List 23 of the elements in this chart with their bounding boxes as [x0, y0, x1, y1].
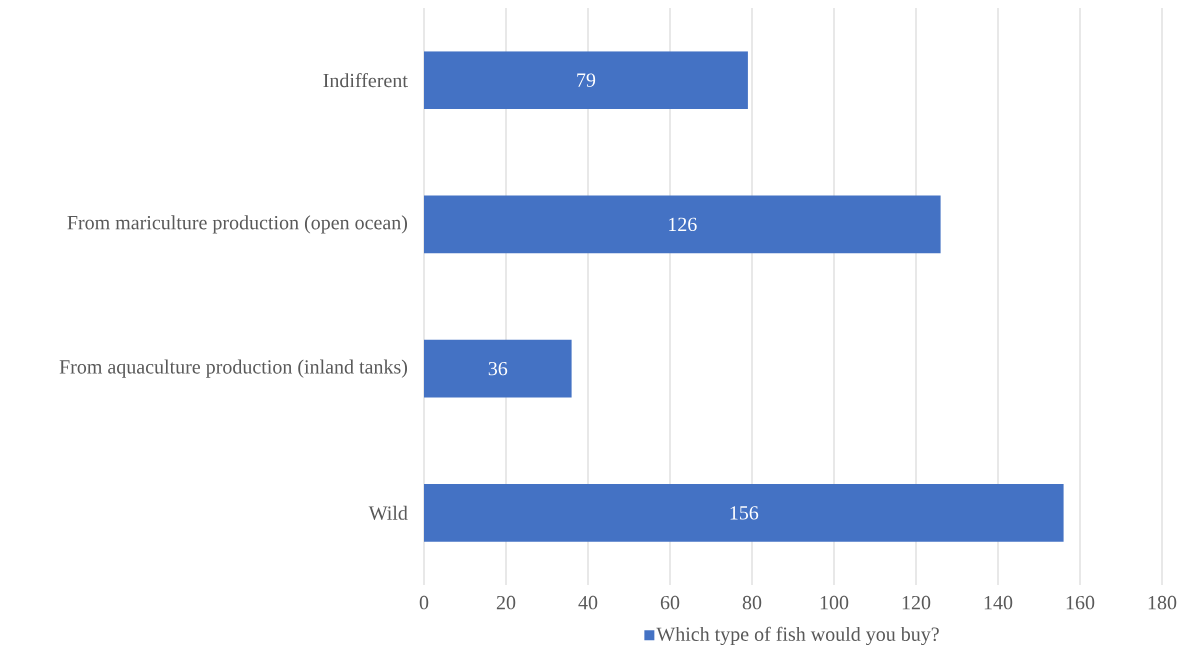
bar	[424, 195, 941, 254]
x-tick-label: 0	[419, 595, 429, 610]
y-tick-label: From aquaculture production (inland tanks)	[59, 359, 408, 378]
x-tick-label: 80	[742, 595, 762, 610]
x-tick-label: 40	[578, 595, 598, 610]
bar	[424, 484, 1064, 542]
y-tick-label: From mariculture production (open ocean)	[67, 215, 408, 234]
x-tick-label: 120	[902, 595, 931, 610]
x-tick-label: 180	[1148, 595, 1177, 610]
x-tick-label: 20	[496, 595, 516, 610]
y-tick-label: Wild	[368, 505, 408, 520]
data-label: 79	[577, 73, 596, 87]
x-tick-label: 60	[660, 595, 680, 610]
x-tick-label: 140	[984, 595, 1013, 610]
bar	[424, 51, 748, 109]
data-label: 36	[488, 361, 508, 376]
legend-label: Which type of fish would you buy?	[656, 626, 939, 646]
bar	[424, 339, 572, 398]
x-tick-label: 160	[1066, 595, 1095, 610]
data-label: 126	[669, 217, 697, 232]
y-tick-label: Indifferent	[323, 72, 408, 88]
x-tick-label: 100	[820, 595, 849, 610]
data-label: 156	[730, 506, 759, 520]
